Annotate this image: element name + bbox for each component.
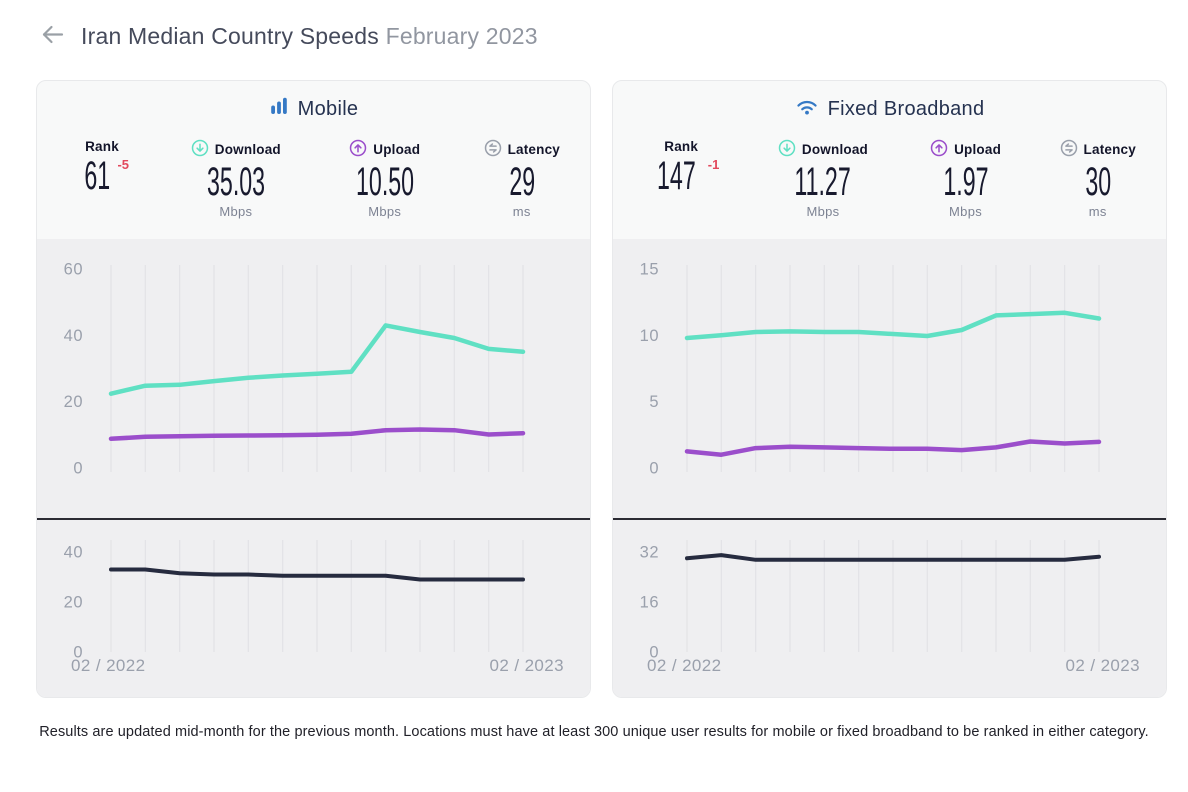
download-label: Download xyxy=(801,142,869,157)
x-end-label: 02 / 2023 xyxy=(489,656,564,675)
svg-text:10: 10 xyxy=(640,327,659,345)
mobile-speed-chart: 60 40 20 0 xyxy=(64,261,526,478)
download-icon xyxy=(778,139,796,160)
x-end-label: 02 / 2023 xyxy=(1065,656,1140,675)
mobile-x-axis-labels: 02 / 2022 02 / 2023 xyxy=(71,656,564,676)
page-title-period: February 2023 xyxy=(385,22,538,49)
page-header: Iran Median Country Speeds February 2023 xyxy=(38,22,538,50)
svg-text:0: 0 xyxy=(649,644,659,662)
fixed-latency-stat: Latency 30 ms xyxy=(1060,139,1136,219)
mobile-latency-chart: 40 20 0 xyxy=(64,540,525,662)
mobile-card-title: Mobile xyxy=(37,81,590,122)
mobile-chart-divider xyxy=(37,518,590,520)
download-value: 35.03 xyxy=(206,160,265,204)
fixed-card-title: Fixed Broadband xyxy=(613,81,1166,122)
page-title-main: Iran Median Country Speeds xyxy=(81,22,379,49)
svg-text:15: 15 xyxy=(640,261,659,279)
x-start-label: 02 / 2022 xyxy=(647,656,722,675)
fixed-latency-chart: 32 16 0 xyxy=(640,540,1101,662)
footer-text: Results are updated mid-month for the pr… xyxy=(39,724,1149,740)
latency-label: Latency xyxy=(1083,142,1136,157)
back-button[interactable] xyxy=(38,22,66,50)
fixed-chart-area: 15 10 5 0 32 16 0 02 / 2022 02 / 2023 xyxy=(613,239,1166,697)
mobile-card-head: Mobile Rank 61 -5 xyxy=(37,81,590,239)
svg-text:5: 5 xyxy=(649,393,659,411)
fixed-download-stat: Download 11.27 Mbps xyxy=(774,139,871,219)
svg-text:20: 20 xyxy=(64,393,83,411)
mobile-upload-stat: Upload 10.50 Mbps xyxy=(335,139,435,219)
fixed-upload-stat: Upload 1.97 Mbps xyxy=(927,139,1005,219)
svg-text:0: 0 xyxy=(73,460,83,478)
back-arrow-icon xyxy=(39,21,66,51)
fixed-card-head: Fixed Broadband Rank 147 -1 xyxy=(613,81,1166,239)
rank-value: 61 xyxy=(84,154,111,198)
fixed-chart-divider xyxy=(613,518,1166,520)
fixed-x-axis-labels: 02 / 2022 02 / 2023 xyxy=(647,656,1140,676)
latency-value: 29 xyxy=(508,160,535,204)
upload-value: 10.50 xyxy=(355,160,414,204)
svg-text:20: 20 xyxy=(64,594,83,612)
fixed-speed-chart: 15 10 5 0 xyxy=(640,261,1102,478)
fixed-rank-stat: Rank 147 -1 xyxy=(643,139,719,213)
svg-text:0: 0 xyxy=(73,644,83,662)
download-label: Download xyxy=(214,142,281,157)
mobile-bars-icon xyxy=(269,96,289,122)
latency-value: 30 xyxy=(1084,160,1111,204)
mobile-stats-row: Rank 61 -5 xyxy=(37,139,590,219)
rank-delta-badge: -5 xyxy=(117,157,130,172)
svg-text:40: 40 xyxy=(64,327,83,345)
mobile-rank-stat: Rank 61 -5 xyxy=(67,139,137,213)
svg-text:32: 32 xyxy=(640,544,659,562)
latency-icon xyxy=(1060,139,1078,160)
download-unit: Mbps xyxy=(806,204,840,219)
svg-text:60: 60 xyxy=(64,261,83,279)
fixed-broadband-card: Fixed Broadband Rank 147 -1 xyxy=(612,80,1167,698)
latency-label: Latency xyxy=(507,142,560,157)
rank-label: Rank xyxy=(85,139,119,154)
upload-unit: Mbps xyxy=(368,204,402,219)
rank-label: Rank xyxy=(664,139,699,154)
download-icon xyxy=(191,139,209,160)
svg-text:0: 0 xyxy=(649,460,659,478)
upload-label: Upload xyxy=(954,142,1002,157)
upload-value: 1.97 xyxy=(942,160,989,204)
rank-delta-badge: -1 xyxy=(707,157,720,172)
download-value: 11.27 xyxy=(794,160,852,204)
upload-unit: Mbps xyxy=(949,204,983,219)
download-unit: Mbps xyxy=(219,204,253,219)
footer-note: Results are updated mid-month for the pr… xyxy=(0,722,1188,743)
mobile-card: Mobile Rank 61 -5 xyxy=(36,80,591,698)
latency-unit: ms xyxy=(512,204,531,219)
fixed-stats-row: Rank 147 -1 xyxy=(613,139,1166,219)
upload-icon xyxy=(349,139,367,160)
mobile-chart-area: 60 40 20 0 40 20 0 02 / 2022 02 / 2023 xyxy=(37,239,590,697)
latency-unit: ms xyxy=(1088,204,1107,219)
mobile-download-stat: Download 35.03 Mbps xyxy=(186,139,286,219)
upload-label: Upload xyxy=(373,142,421,157)
svg-text:16: 16 xyxy=(640,594,659,612)
wifi-icon xyxy=(795,96,819,122)
mobile-latency-stat: Latency 29 ms xyxy=(484,139,560,219)
mobile-card-title-label: Mobile xyxy=(297,97,359,120)
svg-text:40: 40 xyxy=(64,544,83,562)
fixed-card-title-label: Fixed Broadband xyxy=(827,97,985,120)
upload-icon xyxy=(930,139,948,160)
page-title: Iran Median Country Speeds February 2023 xyxy=(81,23,538,50)
rank-value: 147 xyxy=(657,154,696,198)
latency-icon xyxy=(484,139,502,160)
x-start-label: 02 / 2022 xyxy=(71,656,146,675)
